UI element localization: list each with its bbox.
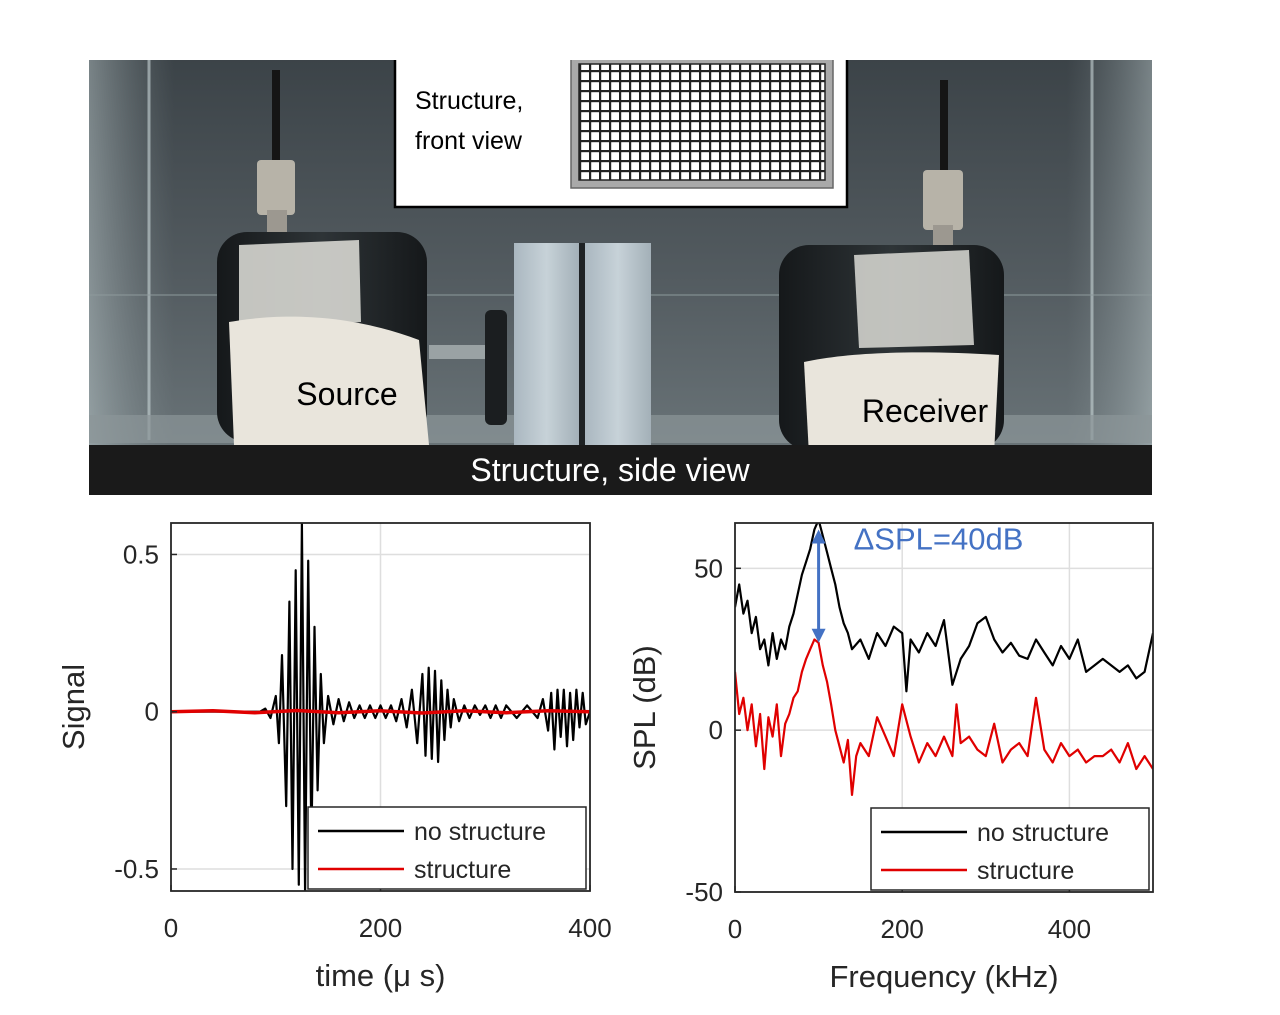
experiment-photo: Structure, front view Source Receiver St… bbox=[89, 34, 1152, 495]
legend-label: structure bbox=[414, 856, 511, 884]
structure-side bbox=[514, 243, 651, 448]
structure-half-left bbox=[514, 243, 579, 448]
receiver-label: Receiver bbox=[862, 393, 989, 429]
x-tick-label: 200 bbox=[359, 913, 402, 943]
legend-box bbox=[307, 806, 587, 890]
legend-label: no structure bbox=[414, 818, 546, 846]
inset-grid bbox=[578, 63, 826, 181]
legend-label: no structure bbox=[977, 819, 1109, 847]
y-axis-label: SPL (dB) bbox=[627, 645, 662, 770]
receiver-tape bbox=[854, 250, 974, 348]
caption-bar bbox=[89, 445, 1152, 495]
side-view-label: Structure, side view bbox=[470, 452, 750, 488]
source-connector-neck bbox=[267, 210, 287, 238]
bolt bbox=[429, 345, 489, 359]
y-axis-label: Signal bbox=[56, 664, 91, 750]
series-line-structure bbox=[171, 708, 590, 715]
x-tick-label: 400 bbox=[1048, 914, 1091, 944]
source-label: Source bbox=[296, 376, 397, 412]
series-group bbox=[171, 523, 590, 891]
source-connector bbox=[257, 160, 295, 215]
front-view-inset bbox=[393, 34, 849, 209]
x-axis-label: time (μ s) bbox=[316, 958, 446, 993]
series-line-no-structure bbox=[171, 523, 590, 891]
source-putty bbox=[229, 316, 429, 445]
axes-frame bbox=[734, 522, 1154, 893]
series-group bbox=[735, 523, 1153, 797]
delta-arrow-head-top bbox=[811, 529, 826, 544]
source-transducer bbox=[217, 160, 429, 445]
receiver-cable bbox=[940, 80, 948, 180]
structure-half-right bbox=[585, 243, 651, 448]
y-tick-label: 0.5 bbox=[123, 539, 159, 569]
source-tape bbox=[239, 240, 361, 328]
receiver-connector-neck bbox=[933, 225, 953, 247]
inset-label-line1: Structure, bbox=[415, 87, 523, 115]
legend-label: structure bbox=[977, 857, 1074, 885]
structure-gap bbox=[579, 243, 585, 448]
legend-box bbox=[870, 807, 1150, 891]
receiver-putty bbox=[804, 352, 999, 455]
y-tick-label: 0 bbox=[709, 715, 723, 745]
x-tick-label: 0 bbox=[728, 914, 742, 944]
delta-annotation-label: ΔSPL=40dB bbox=[854, 521, 1024, 556]
experiment-photo-svg: Structure, front view Source Receiver St… bbox=[89, 34, 1152, 495]
legend: no structure structure bbox=[307, 806, 587, 890]
receiver-transducer bbox=[779, 170, 1004, 455]
series-line-no-structure bbox=[735, 523, 1153, 693]
x-axis-label: Frequency (kHz) bbox=[829, 959, 1058, 994]
bolt-nut bbox=[485, 310, 507, 425]
y-tick-label: -0.5 bbox=[114, 854, 159, 884]
y-tick-label: 50 bbox=[694, 553, 723, 583]
y-tick-label: 0 bbox=[145, 697, 159, 727]
x-tick-label: 400 bbox=[568, 913, 611, 943]
delta-arrow-head-bottom bbox=[811, 628, 826, 643]
legend: no structure structure bbox=[870, 807, 1150, 891]
y-tick-label: -50 bbox=[685, 877, 723, 907]
series-line-structure bbox=[735, 638, 1153, 797]
x-tick-label: 0 bbox=[164, 913, 178, 943]
receiver-connector bbox=[923, 170, 963, 230]
inset-label-line2: front view bbox=[415, 127, 523, 155]
source-cable bbox=[272, 70, 280, 170]
x-tick-label: 200 bbox=[881, 914, 924, 944]
